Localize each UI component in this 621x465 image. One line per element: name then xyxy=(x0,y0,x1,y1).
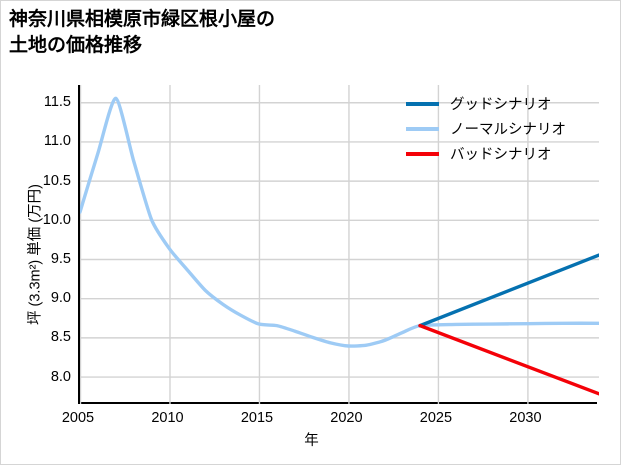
x-axis-tick-label: 2030 xyxy=(509,410,542,426)
legend-label-normal: ノーマルシナリオ xyxy=(450,122,566,138)
page-title: 神奈川県相模原市緑区根小屋の 土地の価格推移 xyxy=(9,9,276,56)
y-axis-title: 坪 (3.3m²) 単価 (万円) xyxy=(27,184,44,325)
y-axis-tick-label: 11.0 xyxy=(43,133,71,150)
x-axis-tick-label: 2005 xyxy=(61,410,95,426)
x-axis-tick-label: 2010 xyxy=(151,410,184,426)
plot-inner xyxy=(80,85,599,404)
legend-item-good[interactable]: グッドシナリオ xyxy=(406,91,606,116)
x-axis-tick-label: 2020 xyxy=(330,410,363,426)
y-axis-tick-label: 8.5 xyxy=(50,329,71,346)
chart-legend: グッドシナリオ ノーマルシナリオ バッドシナリオ xyxy=(406,91,606,166)
y-axis-tick-label: 10.0 xyxy=(42,211,71,228)
y-axis-tick-label: 8.0 xyxy=(50,368,71,385)
y-axis-tick-label: 10.5 xyxy=(42,172,71,189)
legend-swatch-good-icon xyxy=(406,101,439,106)
legend-label-good: グッドシナリオ xyxy=(450,97,552,113)
legend-swatch-bad-icon xyxy=(406,151,439,156)
plot-area xyxy=(78,85,599,404)
x-axis-tick-label: 2015 xyxy=(240,410,274,426)
gridlines xyxy=(80,85,599,404)
y-axis-tick-label: 11.5 xyxy=(43,94,71,111)
y-axis-tick-label: 9.0 xyxy=(50,290,71,307)
legend-swatch-normal-icon xyxy=(406,126,439,131)
series-lines xyxy=(80,96,599,396)
legend-label-bad: バッドシナリオ xyxy=(450,147,552,163)
legend-item-normal[interactable]: ノーマルシナリオ xyxy=(406,116,606,141)
x-axis-tick-label: 2025 xyxy=(419,410,453,426)
x-axis-title: 年 xyxy=(304,433,319,449)
y-axis-tick-label: 9.5 xyxy=(50,251,71,267)
legend-item-bad[interactable]: バッドシナリオ xyxy=(406,141,606,166)
